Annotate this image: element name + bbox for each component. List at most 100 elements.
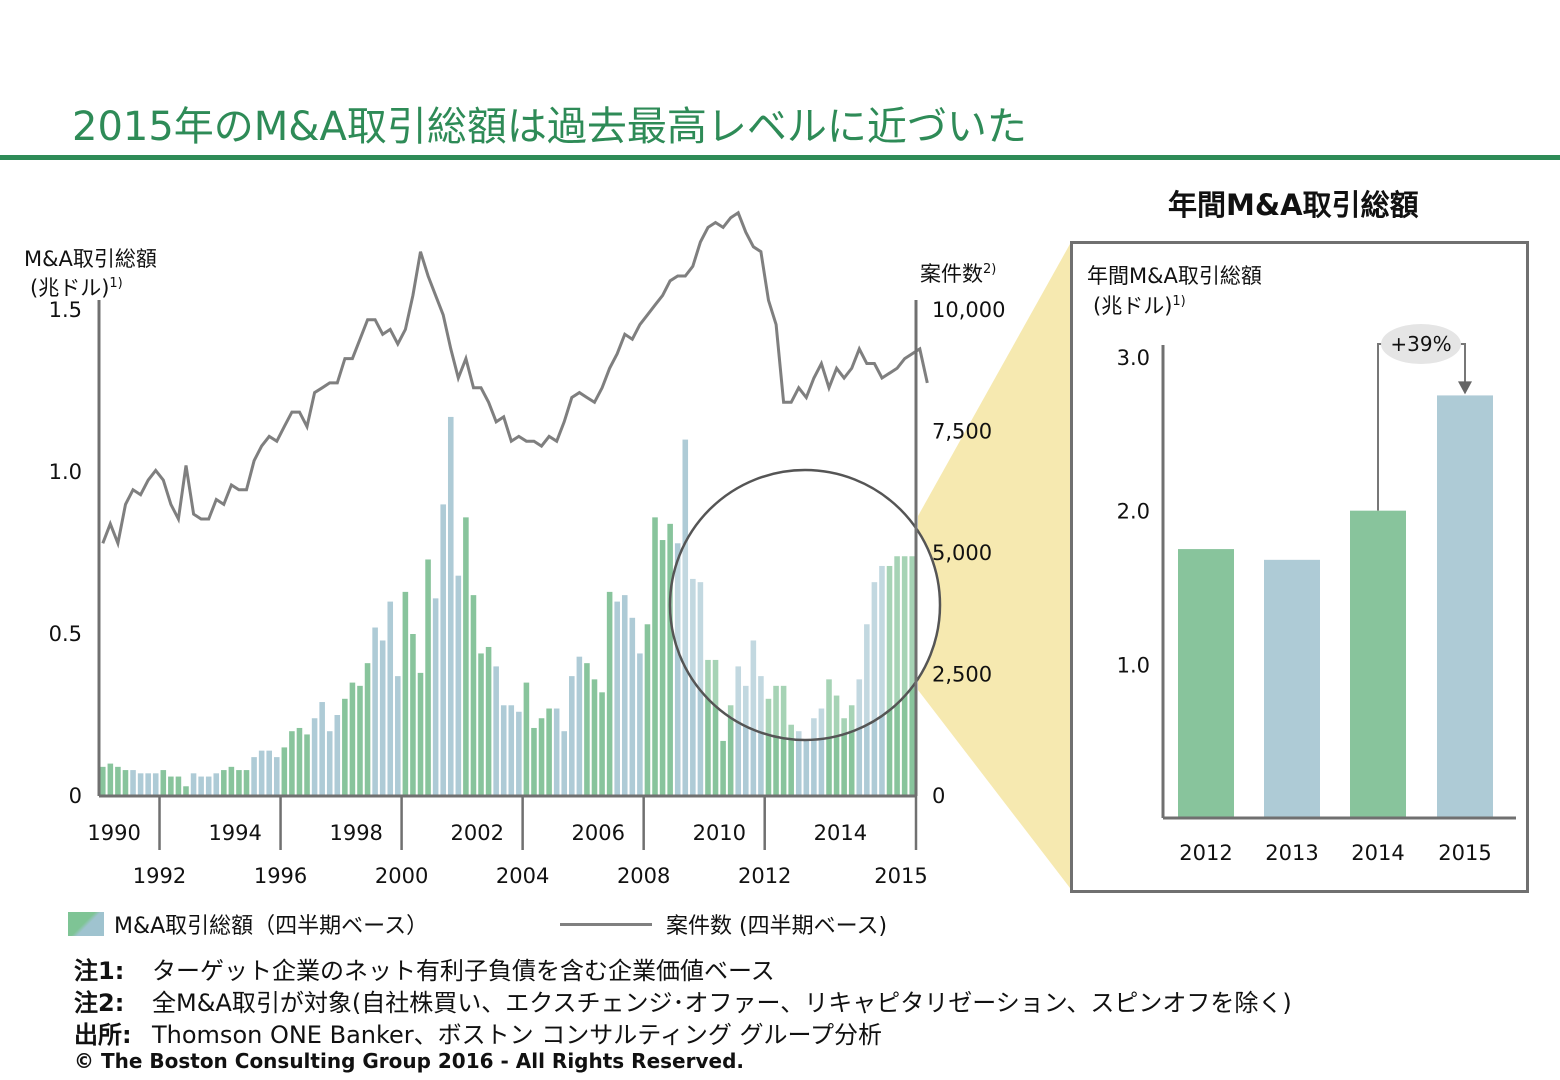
bar-q75 (659, 540, 666, 796)
right-tick-label: 10,000 (932, 298, 1005, 322)
left-tick-label: 1.0 (49, 460, 82, 484)
bar-q29 (311, 718, 318, 796)
bar-q52 (485, 646, 492, 796)
zoom-bar-q86 (743, 685, 749, 740)
zoom-bar-q98 (833, 695, 840, 740)
right-tick-label: 0 (932, 784, 945, 808)
bar-q94 (803, 740, 810, 796)
bar-q4 (122, 770, 129, 796)
bar-q47 (447, 416, 454, 796)
zoom-bar-q97 (826, 679, 832, 740)
bar-q59 (538, 718, 545, 796)
bar-q26 (289, 731, 295, 796)
zoom-bar-q108 (909, 556, 915, 740)
right-axis-label: 案件数2) (920, 262, 997, 286)
bar-q74 (652, 517, 658, 796)
bar-q100 (848, 705, 855, 796)
legend-bar-swatch (68, 912, 104, 936)
bar-q98 (833, 695, 840, 796)
bar-q56 (516, 711, 522, 796)
bar-q31 (326, 731, 333, 796)
bar-q30 (319, 702, 325, 796)
bar-q66 (591, 679, 598, 796)
x-tick-label: 1990 (87, 821, 140, 845)
bar-q55 (508, 705, 515, 796)
zoom-bar-q106 (894, 556, 900, 740)
bar-q34 (349, 682, 356, 796)
bar-q41 (402, 591, 409, 796)
legend-bar-label: M&A取引総額（四半期ベース） (114, 914, 429, 939)
bar-q71 (629, 617, 636, 796)
zoom-bar-q89 (765, 698, 772, 740)
legend-line-label: 案件数 (四半期ベース) (666, 914, 888, 939)
bar-q96 (818, 708, 825, 796)
bar-q57 (523, 682, 530, 796)
bar-q53 (493, 666, 499, 796)
bar-q73 (644, 624, 651, 796)
bar-q68 (606, 591, 613, 796)
bar-q23 (266, 750, 272, 796)
bar-q92 (788, 724, 794, 796)
bar-q32 (334, 715, 341, 796)
bar-q51 (478, 653, 484, 796)
zoom-bar-q101 (856, 679, 863, 740)
zoom-bar-q95 (811, 718, 817, 740)
bar-q9 (160, 770, 167, 796)
zoom-bar-q92 (788, 724, 794, 740)
zoom-bar-q103 (871, 582, 878, 740)
bar-q83 (720, 740, 726, 796)
bar-q48 (455, 575, 462, 796)
x-tick-label: 2015 (874, 864, 927, 888)
x-tick-label: 2012 (738, 864, 791, 888)
left-tick-label: 1.5 (49, 298, 82, 322)
x-tick-label: 1994 (208, 821, 261, 845)
x-tick-label: 1998 (329, 821, 382, 845)
bar-q46 (440, 504, 446, 796)
bar-q18 (228, 766, 235, 796)
right-tick-label: 2,500 (932, 663, 992, 687)
annual-chart-box (1070, 241, 1529, 893)
zoom-bar-q82 (712, 659, 719, 740)
footnote-2: 注2: 全M&A取引が対象(自社株買い、エクスチェンジ･オファー、リキャピタリゼー… (74, 989, 1292, 1017)
bar-q50 (470, 595, 477, 796)
x-tick-label: 2010 (693, 821, 746, 845)
zoom-bar-q77 (674, 543, 681, 740)
bar-q91 (780, 685, 787, 796)
x-tick-label: 1996 (254, 864, 307, 888)
left-axis-unit: (兆ドル)1) (30, 276, 123, 300)
bar-q85 (735, 666, 742, 796)
bar-q58 (531, 727, 537, 796)
x-tick-label: 2000 (375, 864, 428, 888)
bar-q14 (198, 776, 204, 796)
bar-q27 (296, 727, 303, 796)
zoom-bar-q93 (795, 731, 802, 740)
x-tick-label: 2002 (451, 821, 504, 845)
right-tick-label: 7,500 (932, 420, 992, 444)
title-rule (0, 155, 1560, 160)
x-tick-label: 1992 (133, 864, 186, 888)
bar-q81 (705, 659, 711, 796)
bar-q33 (342, 698, 348, 796)
bar-q70 (621, 595, 628, 796)
source-note: 出所: Thomson ONE Banker、ボストン コンサルティング グループ… (74, 1021, 883, 1049)
bar-q19 (236, 770, 242, 796)
bar-q82 (712, 659, 719, 796)
zoom-bar-q96 (818, 708, 825, 740)
bar-q99 (841, 718, 847, 796)
zoom-bar-q102 (864, 624, 870, 740)
bar-q42 (410, 634, 416, 796)
zoom-bar-q79 (690, 578, 696, 740)
zoom-bar-q85 (735, 666, 742, 740)
zoom-bar-q104 (879, 565, 885, 740)
zoom-bar-q78 (682, 470, 689, 740)
bar-q65 (584, 663, 590, 796)
bar-q2 (107, 763, 114, 796)
zoom-bar-q107 (901, 556, 908, 740)
bar-q90 (773, 685, 779, 796)
zoom-bar-q99 (841, 718, 847, 740)
bar-q54 (500, 705, 507, 796)
bar-q39 (387, 601, 394, 796)
bar-q7 (145, 773, 151, 796)
left-tick-label: 0.5 (49, 622, 82, 646)
bar-q63 (569, 676, 575, 796)
